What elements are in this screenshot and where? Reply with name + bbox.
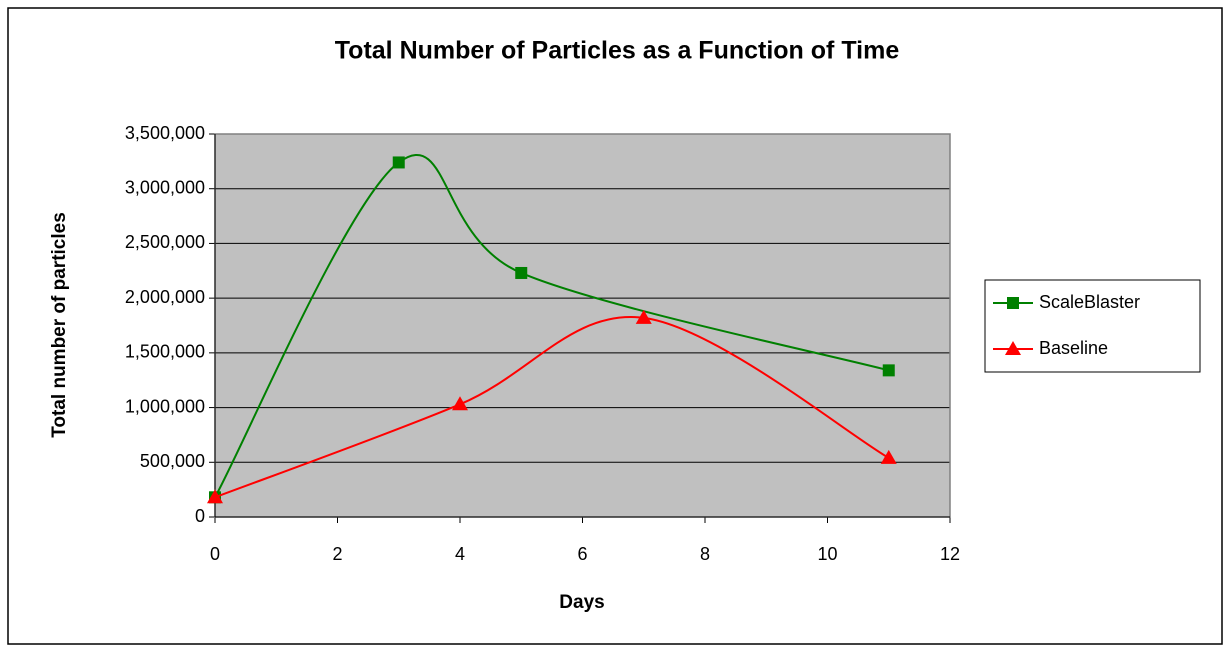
y-tick-label: 3,500,000 bbox=[125, 123, 205, 143]
chart-title: Total Number of Particles as a Function … bbox=[335, 37, 900, 65]
x-axis-title: Days bbox=[559, 592, 604, 613]
y-tick-label: 1,000,000 bbox=[125, 396, 205, 416]
y-tick-label: 0 bbox=[195, 506, 205, 526]
legend-label: ScaleBlaster bbox=[1039, 292, 1140, 312]
y-axis-title: Total number of particles bbox=[49, 212, 70, 438]
data-point bbox=[452, 396, 468, 411]
x-tick-label: 0 bbox=[210, 544, 220, 564]
y-tick-label: 2,500,000 bbox=[125, 232, 205, 252]
data-point bbox=[392, 156, 405, 169]
x-tick-label: 6 bbox=[577, 544, 587, 564]
legend-marker bbox=[1005, 341, 1021, 355]
x-tick-label: 8 bbox=[700, 544, 710, 564]
y-tick-label: 2,000,000 bbox=[125, 287, 205, 307]
legend-marker bbox=[1007, 297, 1019, 309]
data-point bbox=[635, 309, 652, 324]
plot-area bbox=[215, 134, 950, 517]
x-tick-label: 2 bbox=[332, 544, 342, 564]
x-tick-label: 4 bbox=[455, 544, 465, 564]
legend-label: Baseline bbox=[1039, 338, 1108, 358]
y-tick-label: 1,500,000 bbox=[125, 342, 205, 362]
series-line bbox=[214, 316, 890, 499]
x-tick-label: 12 bbox=[940, 544, 960, 564]
legend bbox=[984, 279, 1201, 373]
y-tick-label: 3,000,000 bbox=[125, 177, 205, 197]
x-tick-label: 10 bbox=[817, 544, 837, 564]
data-point bbox=[515, 266, 528, 279]
data-point bbox=[880, 449, 897, 464]
y-tick-label: 500,000 bbox=[140, 451, 205, 471]
data-point bbox=[882, 364, 895, 377]
data-point bbox=[207, 489, 223, 504]
series-line bbox=[214, 154, 890, 498]
